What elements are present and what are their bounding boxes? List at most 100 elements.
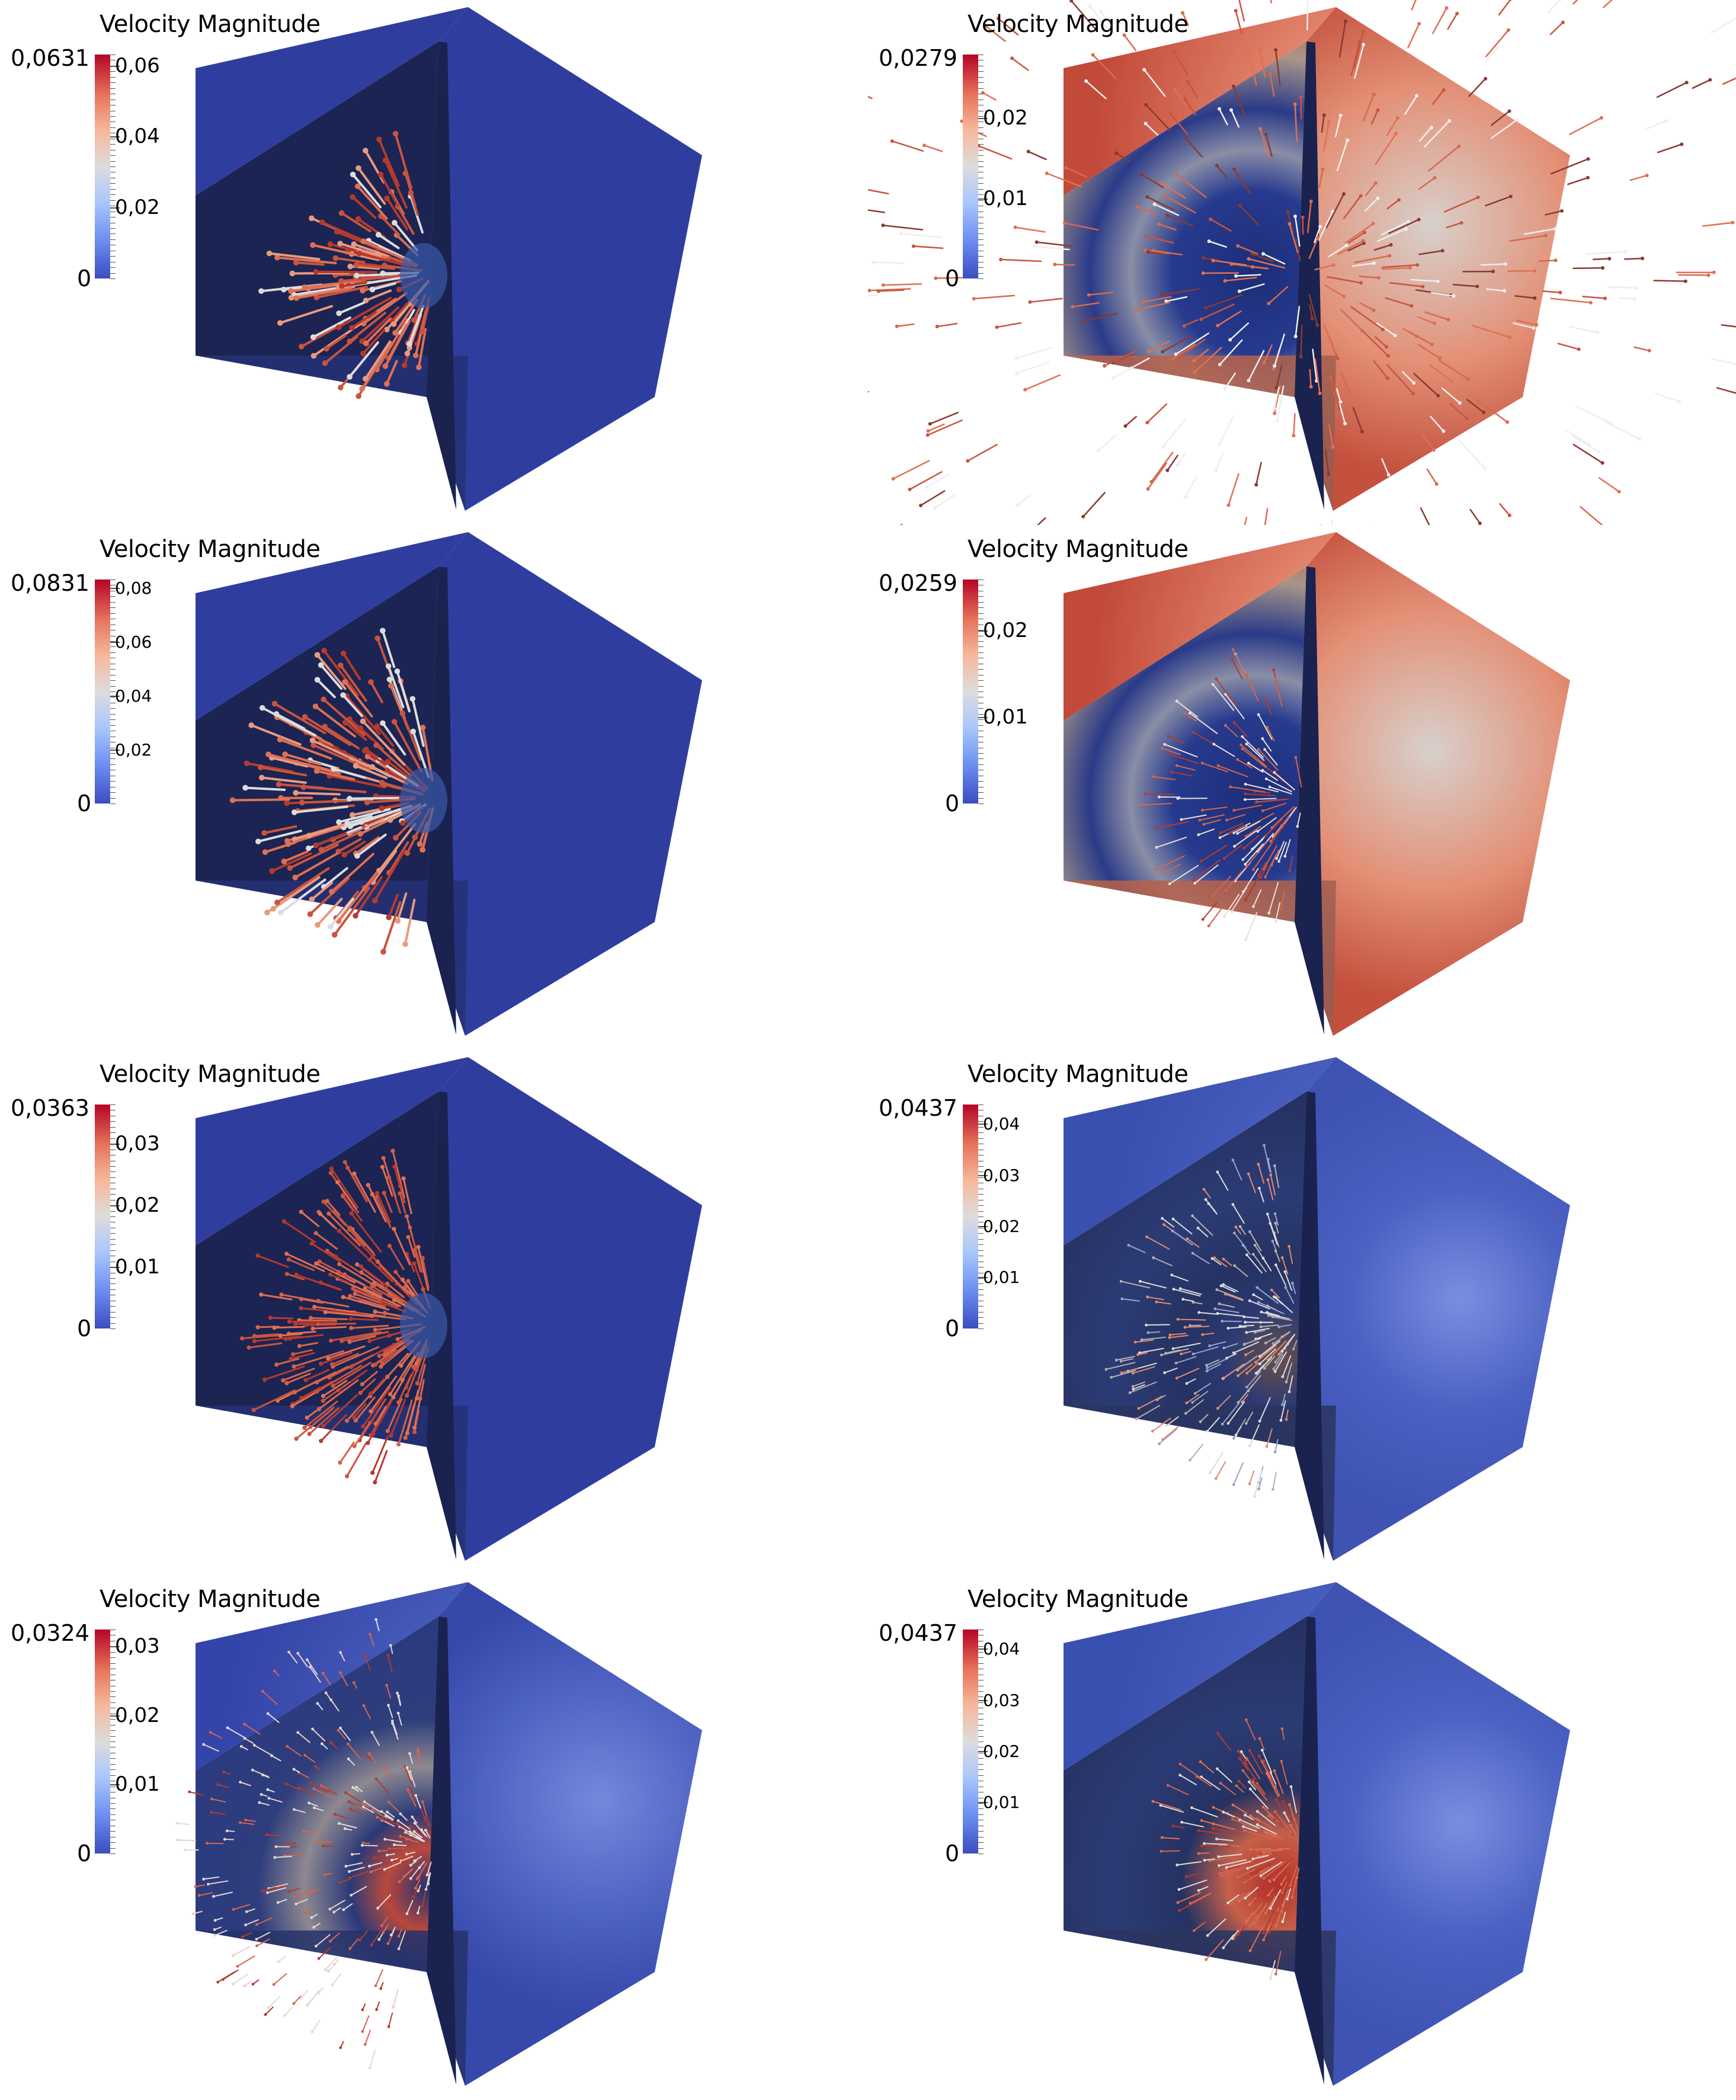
legend-title: Velocity Magnitude (100, 11, 321, 38)
color-bar-tick (978, 1802, 988, 1804)
top-face (1064, 1582, 1336, 1771)
color-bar-tick-label: 0,04 (115, 124, 160, 149)
color-bar-tick (110, 1143, 120, 1145)
legend-max-value: 0,0437 (879, 1620, 957, 1646)
cut-face (1064, 566, 1306, 922)
top-face (196, 7, 468, 196)
panel-3: Velocity Magnitude 0,0831 0 0,08 0,06 0,04 0,0… (0, 525, 868, 1050)
side-face (1295, 532, 1570, 1036)
legend-title: Velocity Magnitude (100, 1586, 321, 1613)
velocity-arrows (1140, 648, 1302, 942)
cut-edge (1295, 1616, 1324, 2085)
velocity-arrows (240, 1148, 431, 1485)
cut-edge (1295, 1091, 1324, 1560)
legend-max-value: 0,0259 (879, 570, 957, 596)
color-bar-tick-label: 0,01 (115, 1255, 160, 1279)
color-bar-tick (110, 207, 120, 209)
color-bar-tick-label: 0,01 (983, 1267, 1020, 1288)
render-view (175, 1582, 702, 2086)
cut-face (196, 1091, 438, 1447)
legend-min-value: 0 (945, 1315, 960, 1342)
core-spot (400, 1293, 447, 1358)
legend-min-value: 0 (77, 1840, 92, 1867)
color-bar-tick (978, 1699, 988, 1701)
color-bar-tick-label: 0,02 (983, 1216, 1020, 1236)
color-bar-tick-label: 0,02 (115, 740, 152, 760)
core-spot (400, 243, 447, 308)
side-face (1295, 1057, 1570, 1561)
cut-edge (1295, 41, 1324, 510)
legend-max-value: 0,0437 (879, 1095, 957, 1121)
side-face (427, 532, 702, 1036)
color-bar-tick-label: 0,02 (115, 1703, 160, 1727)
legend-min-value: 0 (77, 1315, 92, 1342)
bottom-face (1064, 1406, 1336, 1561)
core-spot (400, 768, 447, 833)
color-bar-tick-label: 0,04 (115, 686, 152, 706)
color-bar-tick (110, 1267, 120, 1269)
legend-max-value: 0,0631 (11, 45, 89, 71)
render-view (196, 7, 702, 511)
color-bar-tick-label: 0,02 (983, 1741, 1020, 1761)
legend-title: Velocity Magnitude (968, 11, 1189, 38)
color-bar-tick-label: 0,03 (983, 1165, 1020, 1185)
color-bar-tick (978, 1750, 988, 1752)
bottom-face (196, 356, 468, 511)
color-bar-tick (110, 1646, 120, 1647)
color-bar-tick (110, 1205, 120, 1206)
color-bar (95, 580, 120, 804)
legend-title: Velocity Magnitude (968, 1586, 1189, 1613)
color-bar-tick (978, 1123, 988, 1125)
color-bar (963, 580, 988, 804)
color-bar-tick-label: 0,02 (983, 105, 1028, 130)
color-bar-tick-label: 0,02 (983, 619, 1028, 643)
legend-max-value: 0,0324 (11, 1620, 89, 1646)
render-view (1064, 532, 1570, 1036)
top-face (1064, 1057, 1336, 1246)
color-bar-tick (110, 696, 120, 697)
panel-2: Velocity Magnitude 0,0279 0 0,02 0,01 (868, 0, 1736, 525)
legend-title: Velocity Magnitude (100, 536, 321, 563)
bottom-face (1064, 1931, 1336, 2086)
color-bar-tick (110, 587, 120, 589)
top-face (196, 1582, 468, 1771)
color-bar-tick (978, 1648, 988, 1650)
color-bar (963, 1105, 988, 1329)
velocity-arrows (175, 1618, 432, 2069)
top-face (1064, 532, 1336, 721)
color-bar (95, 55, 120, 279)
legend-min-value: 0 (945, 1840, 960, 1867)
color-bar-tick (110, 749, 120, 751)
color-bar-tick (110, 136, 120, 138)
color-bar-tick-label: 0,01 (983, 186, 1028, 210)
color-bar-tick-label: 0,02 (115, 196, 160, 220)
legend-min-value: 0 (945, 790, 960, 817)
color-bar-tick (110, 1784, 120, 1786)
color-bar-tick-label: 0,01 (983, 1792, 1020, 1813)
legend-max-value: 0,0279 (879, 45, 957, 71)
color-bar-tick-label: 0,01 (983, 705, 1028, 729)
color-bar-tick (978, 198, 988, 200)
color-bar-tick-label: 0,08 (115, 578, 152, 598)
render-view (196, 1057, 702, 1561)
render-view (868, 0, 1736, 525)
color-bar-tick (110, 65, 120, 67)
color-bar-tick-label: 0,03 (983, 1690, 1020, 1710)
legend-title: Velocity Magnitude (100, 1061, 321, 1088)
legend-min-value: 0 (77, 790, 92, 817)
top-face (196, 1057, 468, 1246)
legend-min-value: 0 (945, 265, 960, 292)
velocity-arrows (1151, 1718, 1300, 1980)
color-bar (95, 1630, 120, 1854)
panel-7: Velocity Magnitude 0,0324 0 0,03 0,02 0,01 (0, 1575, 868, 2100)
legend-max-value: 0,0363 (11, 1095, 89, 1121)
color-bar-tick-label: 0,06 (115, 632, 152, 652)
render-view (1064, 1582, 1570, 2086)
cut-face (196, 1616, 438, 1972)
color-bar-tick (110, 1715, 120, 1717)
color-bar-tick-label: 0,06 (115, 53, 160, 78)
bottom-face (1064, 356, 1336, 511)
side-face (427, 1582, 702, 2086)
side-face (1295, 1582, 1570, 2086)
color-bar-tick (978, 717, 988, 719)
